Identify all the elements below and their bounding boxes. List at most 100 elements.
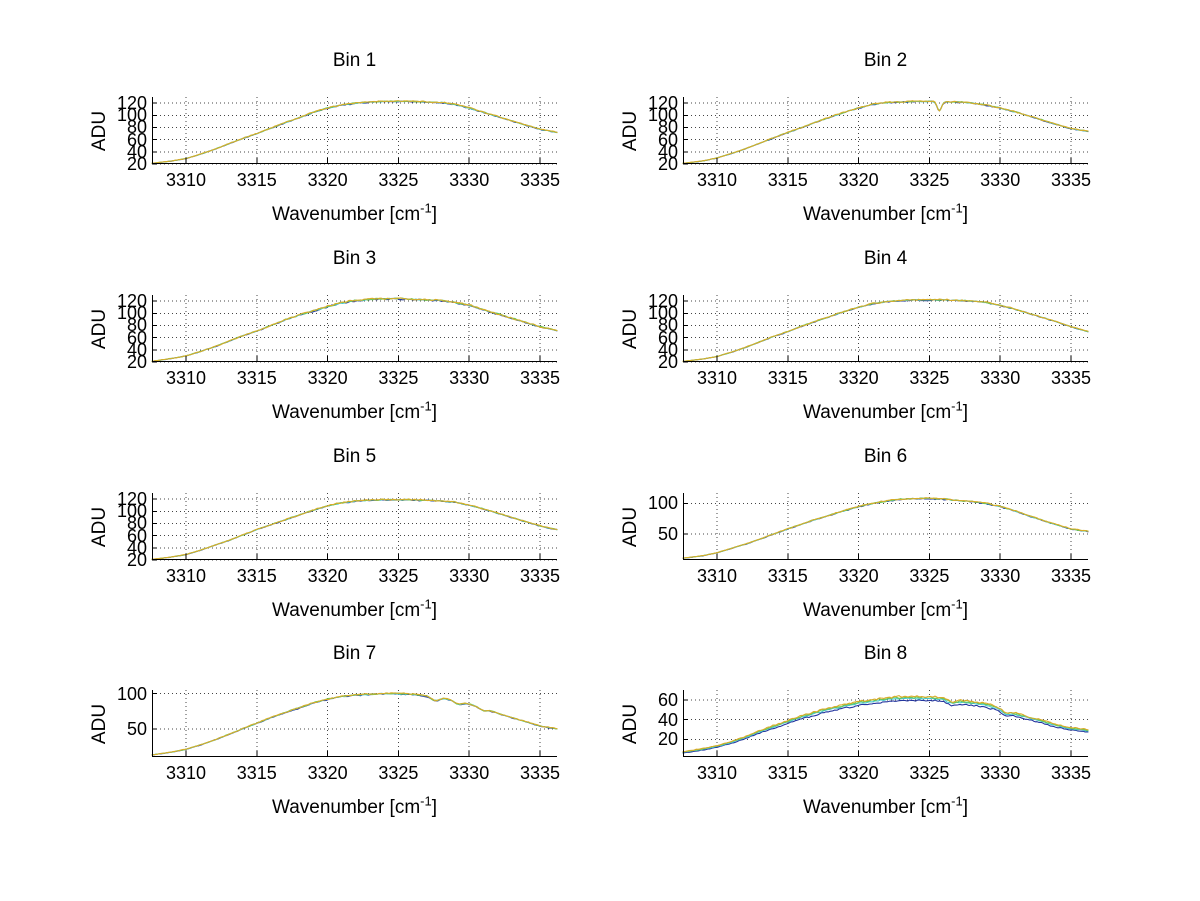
x-tick-label: 3325 xyxy=(909,368,950,388)
plot-area-bin6 xyxy=(682,493,1089,560)
y-tick-label: 60 xyxy=(126,129,147,150)
x-axis-label-bracket: ] xyxy=(962,797,968,818)
x-axis-label-text: Wavenumber [cm xyxy=(271,600,421,621)
x-axis-label-text: Wavenumber [cm xyxy=(271,797,421,818)
x-axis-label-text: Wavenumber [cm xyxy=(802,402,952,423)
x-axis-label-exponent: -1 xyxy=(951,596,963,612)
spectrum-line-series4 xyxy=(682,497,1089,559)
axis-spines xyxy=(683,97,1088,165)
y-tick-label: 80 xyxy=(126,117,147,138)
x-tick-label: 3335 xyxy=(519,170,561,190)
x-tick-label: 3320 xyxy=(307,368,348,388)
x-tick-label: 3335 xyxy=(1050,566,1092,586)
axis-spines xyxy=(683,690,1088,757)
y-tick-label: 50 xyxy=(657,523,678,544)
axis-spines xyxy=(152,97,557,165)
spectrum-line-series3 xyxy=(682,100,1089,164)
y-tick-label: 20 xyxy=(657,729,678,750)
y-tick-label: 20 xyxy=(126,154,147,174)
x-axis-label-bracket: ] xyxy=(431,797,437,818)
spectrum-line-series4 xyxy=(151,297,558,362)
y-tick-label: 40 xyxy=(126,141,147,162)
x-axis-label-exponent: -1 xyxy=(420,793,432,809)
x-axis-label-exponent: -1 xyxy=(951,398,963,414)
subplot-title-bin8: Bin 8 xyxy=(863,643,908,664)
y-tick-label: 80 xyxy=(126,513,147,534)
y-tick-label: 60 xyxy=(126,327,147,348)
x-axis-label-text: Wavenumber [cm xyxy=(271,402,421,423)
spectrum-line-series2 xyxy=(682,697,1089,753)
spectrum-line-series2 xyxy=(682,100,1089,164)
x-tick-label: 3310 xyxy=(165,170,206,190)
x-tick-label: 3310 xyxy=(696,170,737,190)
x-tick-label: 3330 xyxy=(980,170,1021,190)
y-tick-label: 120 xyxy=(116,291,147,312)
y-tick-label: 80 xyxy=(126,315,147,336)
x-axis-label-exponent: -1 xyxy=(420,596,432,612)
x-tick-label: 3335 xyxy=(1050,368,1092,388)
x-tick-label: 3325 xyxy=(378,763,419,783)
subplot-title-bin4: Bin 4 xyxy=(863,248,908,269)
y-tick-label: 40 xyxy=(126,537,147,558)
spectrum-line-series2 xyxy=(151,100,558,164)
y-tick-label: 50 xyxy=(126,718,147,739)
spectrum-line-series4 xyxy=(682,298,1089,362)
spectrum-line-series3 xyxy=(151,297,558,362)
spectrum-line-series4 xyxy=(151,100,558,164)
plot-area-bin2 xyxy=(682,97,1089,165)
x-tick-label: 3325 xyxy=(378,368,419,388)
subplot-title-bin7: Bin 7 xyxy=(332,643,377,664)
x-tick-label: 3315 xyxy=(236,368,277,388)
y-tick-label: 60 xyxy=(657,129,678,150)
spectrum-line-series3 xyxy=(682,696,1089,753)
spectrum-line-series3 xyxy=(682,497,1089,559)
plot-area-bin5 xyxy=(151,493,558,561)
subplot-title-bin6: Bin 6 xyxy=(863,446,908,467)
y-tick-label: 120 xyxy=(116,93,147,114)
y-tick-label: 100 xyxy=(647,493,678,514)
spectrum-line-series4 xyxy=(682,695,1089,753)
x-tick-label: 3310 xyxy=(696,566,737,586)
spectrum-line-series4 xyxy=(151,498,558,560)
spectrum-line-series2 xyxy=(151,692,558,756)
y-tick-label: 60 xyxy=(657,689,678,710)
x-axis-label-text: Wavenumber [cm xyxy=(271,204,421,225)
x-tick-label: 3325 xyxy=(909,170,950,190)
subplot-title-bin5: Bin 5 xyxy=(332,446,377,467)
y-tick-label: 80 xyxy=(657,315,678,336)
x-axis-label: Wavenumber [cm-1] xyxy=(152,398,557,424)
spectrum-line-series2 xyxy=(682,497,1089,559)
x-axis-label-bracket: ] xyxy=(962,204,968,225)
x-tick-label: 3315 xyxy=(236,763,277,783)
y-tick-label: 100 xyxy=(647,105,678,126)
x-axis-label-bracket: ] xyxy=(962,600,968,621)
x-axis-label-text: Wavenumber [cm xyxy=(802,797,952,818)
x-tick-label: 3325 xyxy=(909,566,950,586)
y-tick-label: 100 xyxy=(647,303,678,324)
axis-spines xyxy=(683,493,1088,560)
x-axis-label-text: Wavenumber [cm xyxy=(802,204,952,225)
y-tick-label: 20 xyxy=(126,550,147,570)
spectrum-line-series1 xyxy=(682,100,1089,165)
spectrum-line-series1 xyxy=(682,497,1089,559)
plot-area-bin7 xyxy=(151,690,558,757)
x-tick-label: 3315 xyxy=(236,170,277,190)
x-axis-label: Wavenumber [cm-1] xyxy=(152,202,557,226)
spectrum-line-series3 xyxy=(682,298,1089,362)
x-tick-label: 3330 xyxy=(449,566,490,586)
spectrum-line-series2 xyxy=(682,298,1089,363)
spectrum-line-series2 xyxy=(151,297,558,362)
y-tick-label: 40 xyxy=(657,339,678,360)
y-tick-label: 100 xyxy=(116,683,147,704)
y-tick-label: 120 xyxy=(116,489,147,510)
spectrum-line-series3 xyxy=(151,100,558,164)
spectrum-line-series4 xyxy=(682,100,1089,164)
x-tick-label: 3315 xyxy=(767,170,808,190)
x-tick-label: 3335 xyxy=(519,368,561,388)
x-axis-label-exponent: -1 xyxy=(420,398,432,414)
x-tick-label: 3310 xyxy=(696,763,737,783)
y-tick-label: 20 xyxy=(657,352,678,372)
x-axis-label-bracket: ] xyxy=(431,600,437,621)
x-tick-label: 3310 xyxy=(165,368,206,388)
